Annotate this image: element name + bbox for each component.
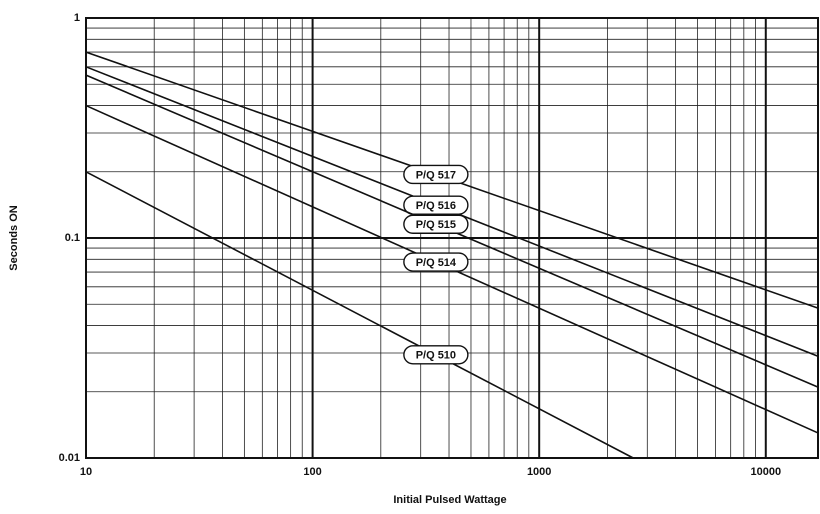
series-label: P/Q 515 bbox=[416, 219, 456, 231]
x-tick-label: 1000 bbox=[527, 466, 551, 478]
y-axis-label: Seconds ON bbox=[8, 205, 20, 270]
label-box bbox=[403, 195, 469, 215]
label-box bbox=[403, 345, 469, 365]
y-tick-label: 0.1 bbox=[65, 232, 80, 244]
x-axis-label: Initial Pulsed Wattage bbox=[393, 494, 506, 506]
x-tick-label: 100 bbox=[303, 466, 321, 478]
label-box bbox=[403, 252, 469, 272]
series-label: P/Q 516 bbox=[416, 200, 456, 212]
y-tick-label: 0.01 bbox=[59, 452, 80, 464]
series-label: P/Q 517 bbox=[416, 169, 456, 181]
label-box bbox=[403, 214, 469, 234]
label-box bbox=[403, 164, 469, 185]
series-label: P/Q 510 bbox=[416, 350, 456, 362]
x-tick-label: 10000 bbox=[750, 466, 781, 478]
y-tick-label: 1 bbox=[74, 12, 80, 24]
series-label: P/Q 514 bbox=[416, 257, 457, 269]
series-line bbox=[85, 171, 634, 459]
x-tick-label: 10 bbox=[80, 466, 92, 478]
plot-frame bbox=[85, 17, 819, 459]
